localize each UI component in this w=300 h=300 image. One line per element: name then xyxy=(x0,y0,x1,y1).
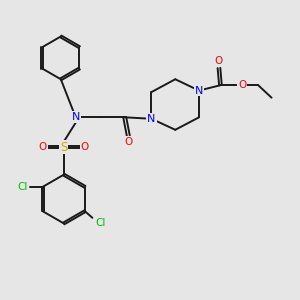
Text: N: N xyxy=(147,114,156,124)
Text: Cl: Cl xyxy=(17,182,28,192)
Text: O: O xyxy=(80,142,89,152)
Text: O: O xyxy=(238,80,247,90)
Text: O: O xyxy=(39,142,47,152)
Text: Cl: Cl xyxy=(95,218,106,227)
Text: O: O xyxy=(124,137,132,147)
Text: O: O xyxy=(215,56,223,66)
Text: N: N xyxy=(195,85,203,96)
Text: S: S xyxy=(60,140,68,154)
Text: N: N xyxy=(71,112,80,122)
